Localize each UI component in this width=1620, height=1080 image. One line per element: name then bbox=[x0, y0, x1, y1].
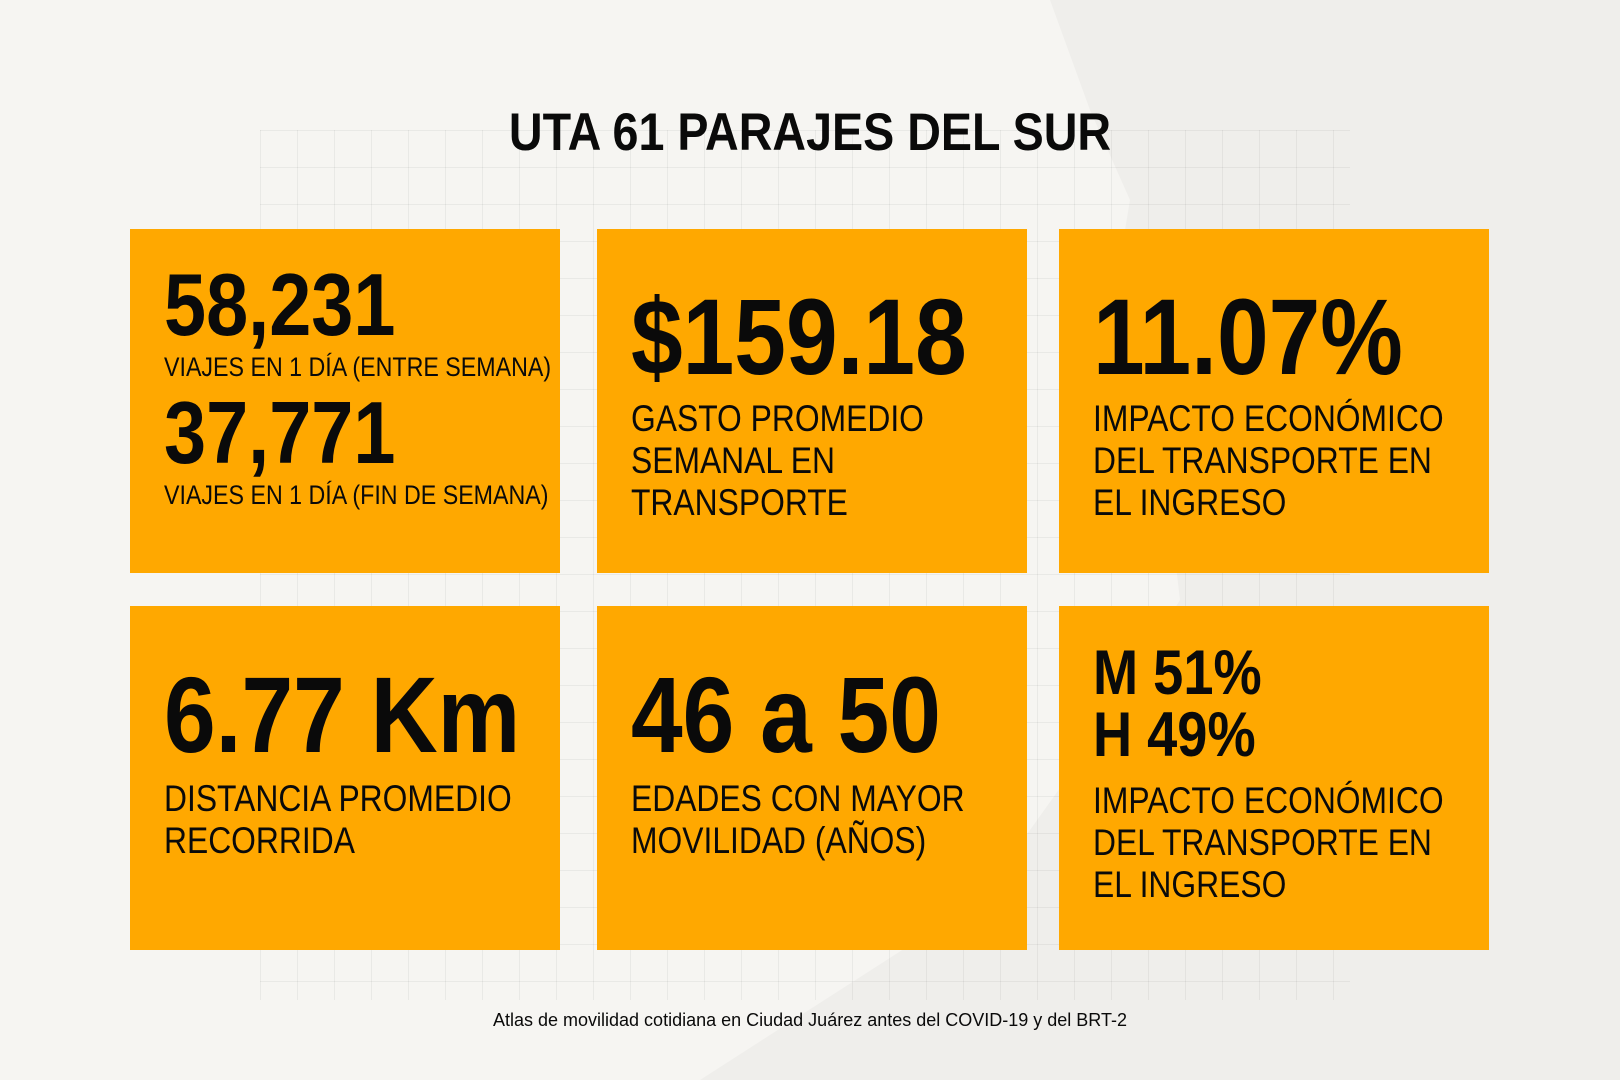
stat-label-line-3: EL INGRESO bbox=[1093, 482, 1287, 523]
stat-label-line-2: SEMANAL EN bbox=[631, 440, 835, 481]
stat-label-line-2: DEL TRANSPORTE EN bbox=[1093, 440, 1432, 481]
stat-card-trips: 58,231 VIAJES EN 1 DÍA (ENTRE SEMANA) 37… bbox=[130, 229, 560, 573]
stat-label-line-2: MOVILIDAD (AÑOS) bbox=[631, 820, 927, 861]
stat-label-weekday-trips: VIAJES EN 1 DÍA (ENTRE SEMANA) bbox=[164, 352, 552, 382]
stat-value-weekday-trips: 58,231 bbox=[164, 255, 396, 354]
stat-value-weekly-spend: $159.18 bbox=[631, 276, 967, 397]
stat-label-line-3: EL INGRESO bbox=[1093, 864, 1287, 905]
stat-label-line-1: EDADES CON MAYOR bbox=[631, 778, 965, 819]
stat-card-ages: 46 a 50 EDADES CON MAYOR MOVILIDAD (AÑOS… bbox=[597, 606, 1027, 950]
stat-value-women: M 51% bbox=[1093, 638, 1262, 708]
stat-value-weekend-trips: 37,771 bbox=[164, 383, 396, 482]
stat-label-weekend-trips: VIAJES EN 1 DÍA (FIN DE SEMANA) bbox=[164, 480, 549, 510]
stat-label-line-2: RECORRIDA bbox=[164, 820, 355, 861]
stat-label-line-3: TRANSPORTE bbox=[631, 482, 848, 523]
stat-card-income-impact: 11.07% IMPACTO ECONÓMICO DEL TRANSPORTE … bbox=[1059, 229, 1489, 573]
stat-value-men: H 49% bbox=[1093, 700, 1256, 770]
stat-card-gender-split: M 51% H 49% IMPACTO ECONÓMICO DEL TRANSP… bbox=[1059, 606, 1489, 950]
stat-value-income-impact: 11.07% bbox=[1093, 276, 1403, 397]
stat-value-avg-distance: 6.77 Km bbox=[164, 654, 521, 775]
stat-label-line-1: IMPACTO ECONÓMICO bbox=[1093, 398, 1444, 439]
stat-label-line-1: GASTO PROMEDIO bbox=[631, 398, 924, 439]
stat-value-ages: 46 a 50 bbox=[631, 654, 941, 775]
stat-card-avg-distance: 6.77 Km DISTANCIA PROMEDIO RECORRIDA bbox=[130, 606, 560, 950]
stat-card-weekly-spend: $159.18 GASTO PROMEDIO SEMANAL EN TRANSP… bbox=[597, 229, 1027, 573]
stat-label-line-1: IMPACTO ECONÓMICO bbox=[1093, 780, 1444, 821]
source-note: Atlas de movilidad cotidiana en Ciudad J… bbox=[492, 1010, 1127, 1030]
page-title: UTA 61 PARAJES DEL SUR bbox=[508, 103, 1112, 162]
stat-label-line-2: DEL TRANSPORTE EN bbox=[1093, 822, 1432, 863]
stat-label-line-1: DISTANCIA PROMEDIO bbox=[164, 778, 512, 819]
